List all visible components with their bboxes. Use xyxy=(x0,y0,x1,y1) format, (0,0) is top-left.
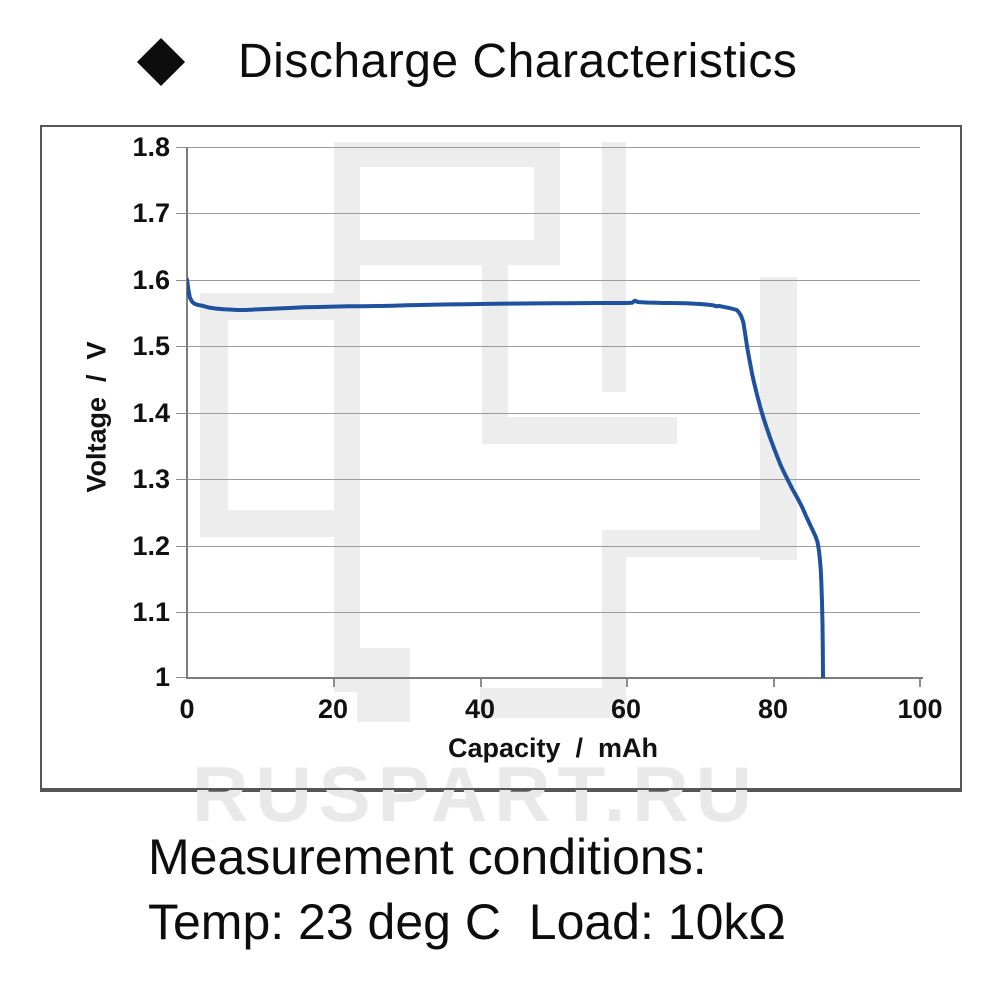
x-axis-title: Capacity / mAh xyxy=(447,733,659,763)
gridline xyxy=(187,612,920,613)
y-tick-label: 1.4 xyxy=(132,398,170,428)
tick-mark xyxy=(919,679,921,687)
watermark-text: RUSPART.RU xyxy=(192,750,759,838)
conditions-heading: Measurement conditions: xyxy=(148,829,707,885)
x-tick-label: 40 xyxy=(464,694,496,724)
gridline xyxy=(187,546,920,547)
tick-mark xyxy=(176,147,187,148)
diamond-bullet-icon xyxy=(136,37,186,87)
y-tick-label: 1 xyxy=(154,662,170,692)
tick-mark xyxy=(176,346,187,347)
y-tick-label: 1.8 xyxy=(132,132,170,162)
tick-mark xyxy=(176,413,187,414)
tick-mark xyxy=(333,679,335,687)
page-title: Discharge Characteristics xyxy=(238,35,798,88)
x-tick-label: 0 xyxy=(179,694,195,724)
panel-bottom-border xyxy=(40,788,962,790)
y-tick-label: 1.5 xyxy=(132,331,170,361)
y-tick-label: 1.3 xyxy=(132,464,170,494)
y-axis-title: Voltage / V xyxy=(81,341,112,493)
y-tick-label: 1.6 xyxy=(132,265,170,295)
gridline xyxy=(187,213,920,214)
tick-mark xyxy=(176,479,187,480)
curve-line xyxy=(187,277,825,678)
conditions-values: Temp: 23 deg C Load: 10kΩ xyxy=(148,894,786,950)
tick-mark xyxy=(626,679,628,687)
y-tick-label: 1.7 xyxy=(132,198,170,228)
tick-mark xyxy=(176,612,187,613)
chart-panel xyxy=(40,125,962,792)
gridline xyxy=(187,413,920,414)
gridline xyxy=(187,346,920,347)
tick-mark xyxy=(176,677,187,678)
tick-mark xyxy=(176,280,187,281)
tick-mark xyxy=(773,679,775,687)
x-tick-label: 80 xyxy=(757,694,789,724)
x-tick-label: 20 xyxy=(317,694,349,724)
gridline xyxy=(187,479,920,480)
x-axis-line xyxy=(186,677,923,679)
tick-mark xyxy=(176,213,187,214)
y-tick-label: 1.2 xyxy=(132,531,170,561)
tick-mark xyxy=(176,546,187,547)
gridline xyxy=(187,147,920,148)
tick-mark xyxy=(480,679,482,687)
x-tick-label: 100 xyxy=(897,694,943,724)
x-tick-label: 60 xyxy=(610,694,642,724)
discharge-curve xyxy=(187,277,825,678)
gridline xyxy=(187,280,920,281)
y-axis-line xyxy=(186,147,188,678)
y-tick-label: 1.1 xyxy=(132,597,170,627)
